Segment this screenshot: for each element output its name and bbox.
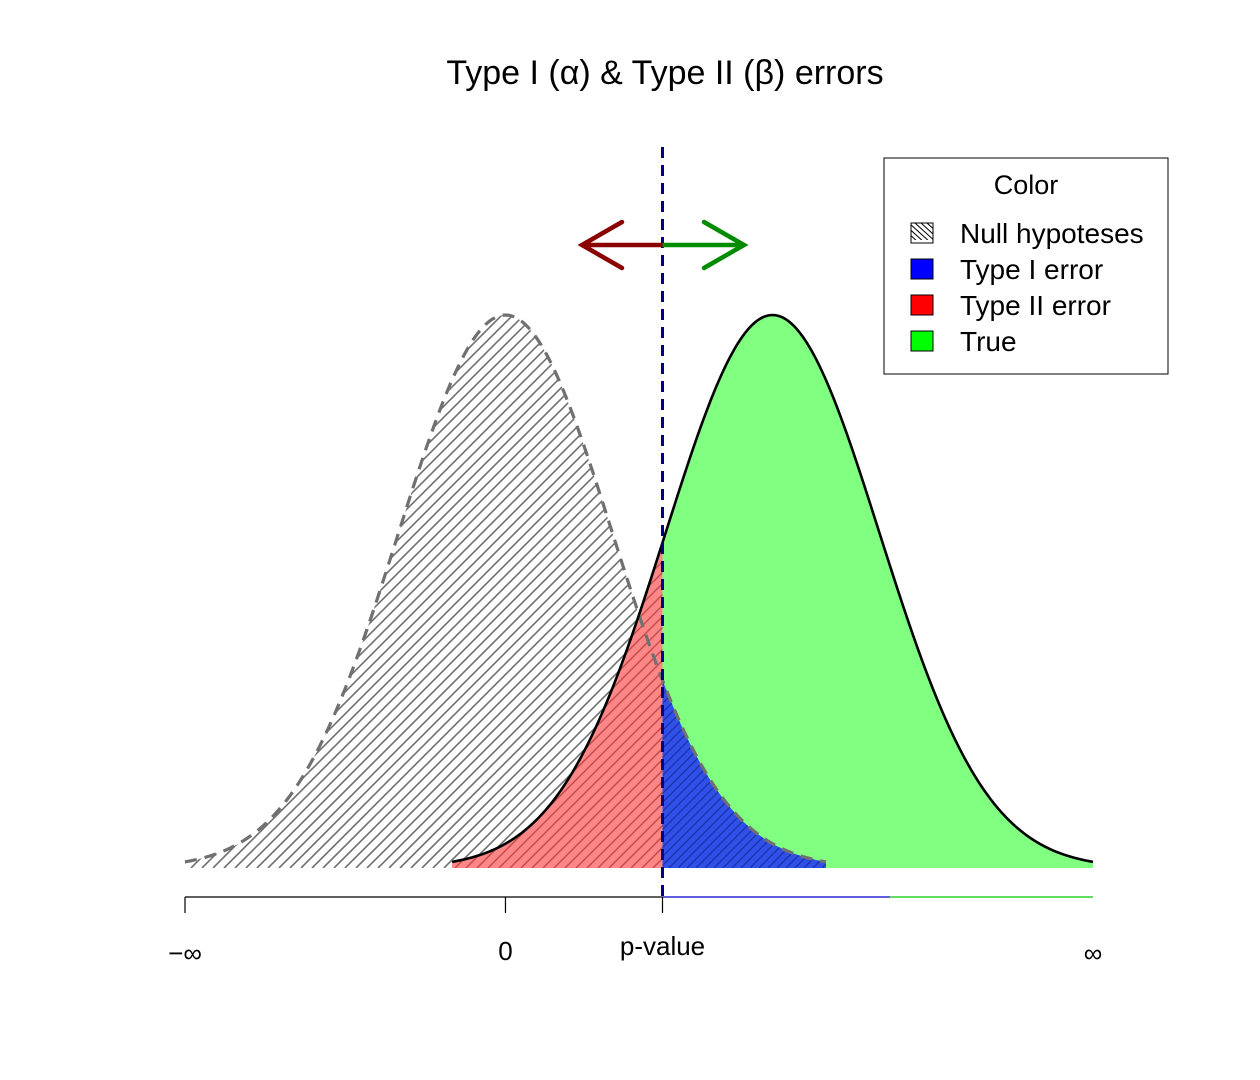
chart-title: Type I (α) & Type II (β) errors [446, 54, 883, 92]
legend-swatch-true [910, 330, 934, 352]
true-region [662, 315, 1093, 868]
accept-right-arrowhead [701, 219, 749, 271]
x-tick-label: 0 [498, 936, 512, 966]
legend-label: True [960, 326, 1017, 357]
legend-swatch-type-i-error [910, 258, 934, 280]
legend-swatch-hatching [911, 222, 933, 240]
type-i-error-region [662, 680, 826, 868]
x-tick-label: −∞ [168, 938, 202, 968]
legend-swatch-null-hypoteses [910, 222, 934, 244]
legend-label: Type II error [960, 290, 1111, 321]
type-ii-error-region [452, 542, 663, 868]
legend-label: Type I error [960, 254, 1103, 285]
reject-left-arrowhead [577, 219, 625, 271]
alternative-distribution-curve [451, 313, 1094, 864]
null-distribution-curve [184, 313, 827, 864]
x-axis: −∞ 0 p-value ∞ [168, 896, 1103, 968]
legend-title: Color [994, 170, 1059, 200]
x-tick-label: ∞ [1084, 938, 1103, 968]
legend-swatch-type-ii-error [910, 294, 934, 316]
x-tick-label: p-value [620, 931, 705, 961]
legend-label: Null hypoteses [960, 218, 1144, 249]
legend: Color Null hypoteses Type I error Type II … [883, 157, 1169, 375]
